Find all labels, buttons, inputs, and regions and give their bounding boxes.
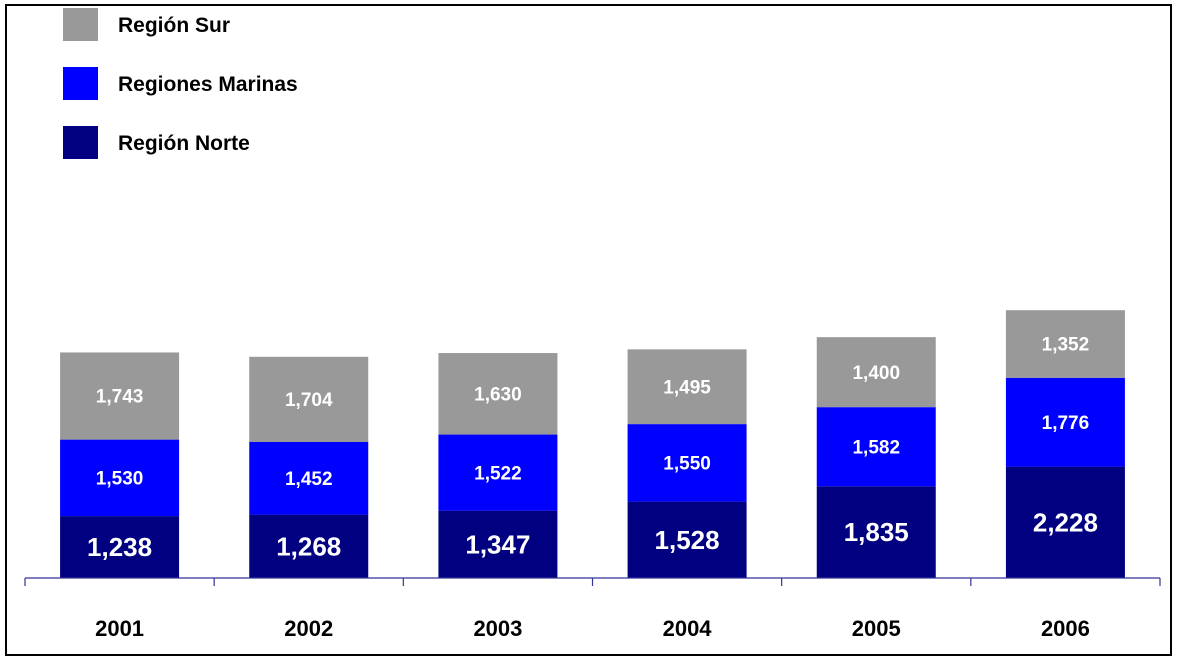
x-tick-label-2004: 2004 [663,616,713,641]
legend-swatch-regiones-marinas [63,67,98,100]
data-label-region-sur-2001: 1,743 [96,387,144,408]
bar-region-norte-2005 [816,486,936,578]
data-label-regiones-marinas-2001: 1,530 [96,469,144,490]
data-label-region-norte-2004: 1,528 [655,525,720,555]
x-tick-label-2001: 2001 [95,616,144,641]
bar-region-sur-2003 [438,353,558,435]
bar-regiones-marinas-2003 [438,434,558,511]
data-label-region-norte-2006: 2,228 [1033,507,1098,537]
x-tick-label-2005: 2005 [852,616,901,641]
bar-region-norte-2002 [249,514,369,578]
bar-region-sur-2002 [249,356,369,442]
legend-label-regiones-marinas: Regiones Marinas [118,73,298,96]
bar-regiones-marinas-2005 [816,407,936,487]
x-axis: 2001 2002 2003 2004 2005 2006 [24,577,1161,641]
bar-regiones-marinas-2006 [1005,377,1125,467]
x-tick-label-2003: 2003 [473,616,522,641]
data-label-region-sur-2003: 1,630 [474,384,522,405]
legend-label-region-sur: Región Sur [118,14,230,37]
bar-region-sur-2001 [60,352,180,440]
data-label-regiones-marinas-2005: 1,582 [852,437,900,458]
bar-region-sur-2006 [1005,310,1125,378]
legend-label-region-norte: Región Norte [118,132,250,155]
bar-regiones-marinas-2001 [60,439,180,517]
bar-regiones-marinas-2004 [627,424,747,502]
chart-frame [5,4,1172,656]
bar-regiones-marinas-2002 [249,442,369,515]
data-label-regiones-marinas-2006: 1,776 [1042,413,1090,434]
value-labels: 1,238 1,530 1,743 1,268 1,452 1,704 1,347 1,522… [87,335,1098,563]
bar-region-norte-2003 [438,510,558,578]
data-label-region-sur-2006: 1,352 [1042,335,1090,356]
bar-group [60,310,1125,578]
data-label-region-norte-2005: 1,835 [844,517,909,547]
data-label-region-norte-2001: 1,238 [87,532,152,562]
legend-swatch-region-norte [63,126,98,159]
data-label-region-sur-2005: 1,400 [852,363,900,384]
x-tick-label-2006: 2006 [1041,616,1090,641]
bar-region-sur-2005 [816,337,936,408]
bar-region-norte-2001 [60,516,180,578]
data-label-regiones-marinas-2003: 1,522 [474,463,522,484]
legend-swatch-region-sur [63,8,98,41]
data-label-regiones-marinas-2002: 1,452 [285,469,333,490]
data-label-regiones-marinas-2004: 1,550 [663,454,711,475]
bar-region-norte-2004 [627,501,747,578]
data-label-region-sur-2004: 1,495 [663,377,711,398]
data-label-region-sur-2002: 1,704 [285,390,333,411]
bar-region-norte-2006 [1005,466,1125,578]
bar-region-sur-2004 [627,349,747,425]
data-label-region-norte-2002: 1,268 [276,531,341,561]
x-tick-label-2002: 2002 [284,616,333,641]
chart-legend: Región Sur Regiones Marinas Región Norte [63,8,298,159]
data-label-region-norte-2003: 1,347 [465,529,530,559]
